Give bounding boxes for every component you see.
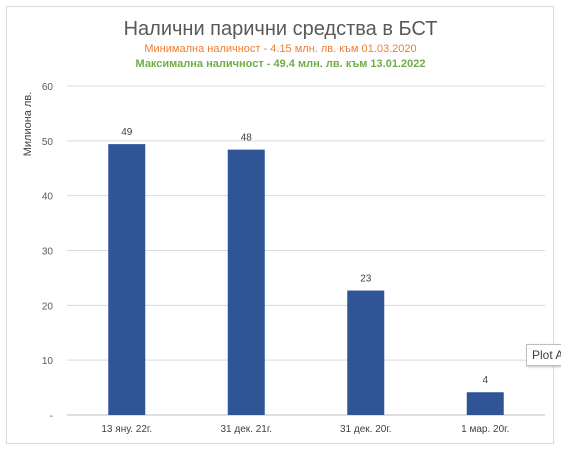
bar — [227, 149, 265, 415]
bars — [108, 144, 504, 415]
y-tick-label: 10 — [42, 356, 54, 367]
y-tick-label: - — [50, 411, 53, 422]
max-subtitle: Максимална наличност - 49.4 млн. лв. към… — [135, 58, 426, 70]
bar — [108, 144, 146, 415]
x-tick-label: 13 яну. 22г. — [101, 424, 152, 435]
data-label: 48 — [241, 133, 253, 144]
y-tick-label: 30 — [42, 247, 54, 258]
data-label: 4 — [482, 375, 488, 386]
chart-frame — [6, 6, 554, 444]
bar — [347, 290, 385, 415]
x-tick-labels: 13 яну. 22г. 31 дек. 21г. 31 дек. 20г. 1 ма… — [101, 424, 509, 435]
y-tick-labels: - 10 20 30 40 50 60 — [42, 82, 54, 422]
x-tick-label: 1 мар. 20г. — [461, 424, 509, 435]
min-subtitle: Минимална наличност - 4.15 млн. лв. към … — [144, 43, 417, 55]
x-tick-label: 31 дек. 21г. — [220, 424, 272, 435]
y-tick-label: 20 — [42, 301, 54, 312]
chart-title: Налични парични средства в БСТ — [123, 18, 438, 40]
y-axis-label: Милиона лв. — [22, 92, 34, 157]
data-label: 23 — [360, 274, 372, 285]
data-label: 49 — [121, 127, 133, 138]
bar — [466, 392, 504, 415]
y-tick-label: 50 — [42, 137, 54, 148]
x-tick-label: 31 дек. 20г. — [340, 424, 392, 435]
gridlines — [67, 85, 545, 416]
plot-area-tooltip: Plot Area — [526, 344, 561, 366]
y-tick-label: 40 — [42, 192, 54, 203]
data-labels: 49 48 23 4 — [121, 127, 488, 386]
y-tick-label: 60 — [42, 82, 54, 93]
